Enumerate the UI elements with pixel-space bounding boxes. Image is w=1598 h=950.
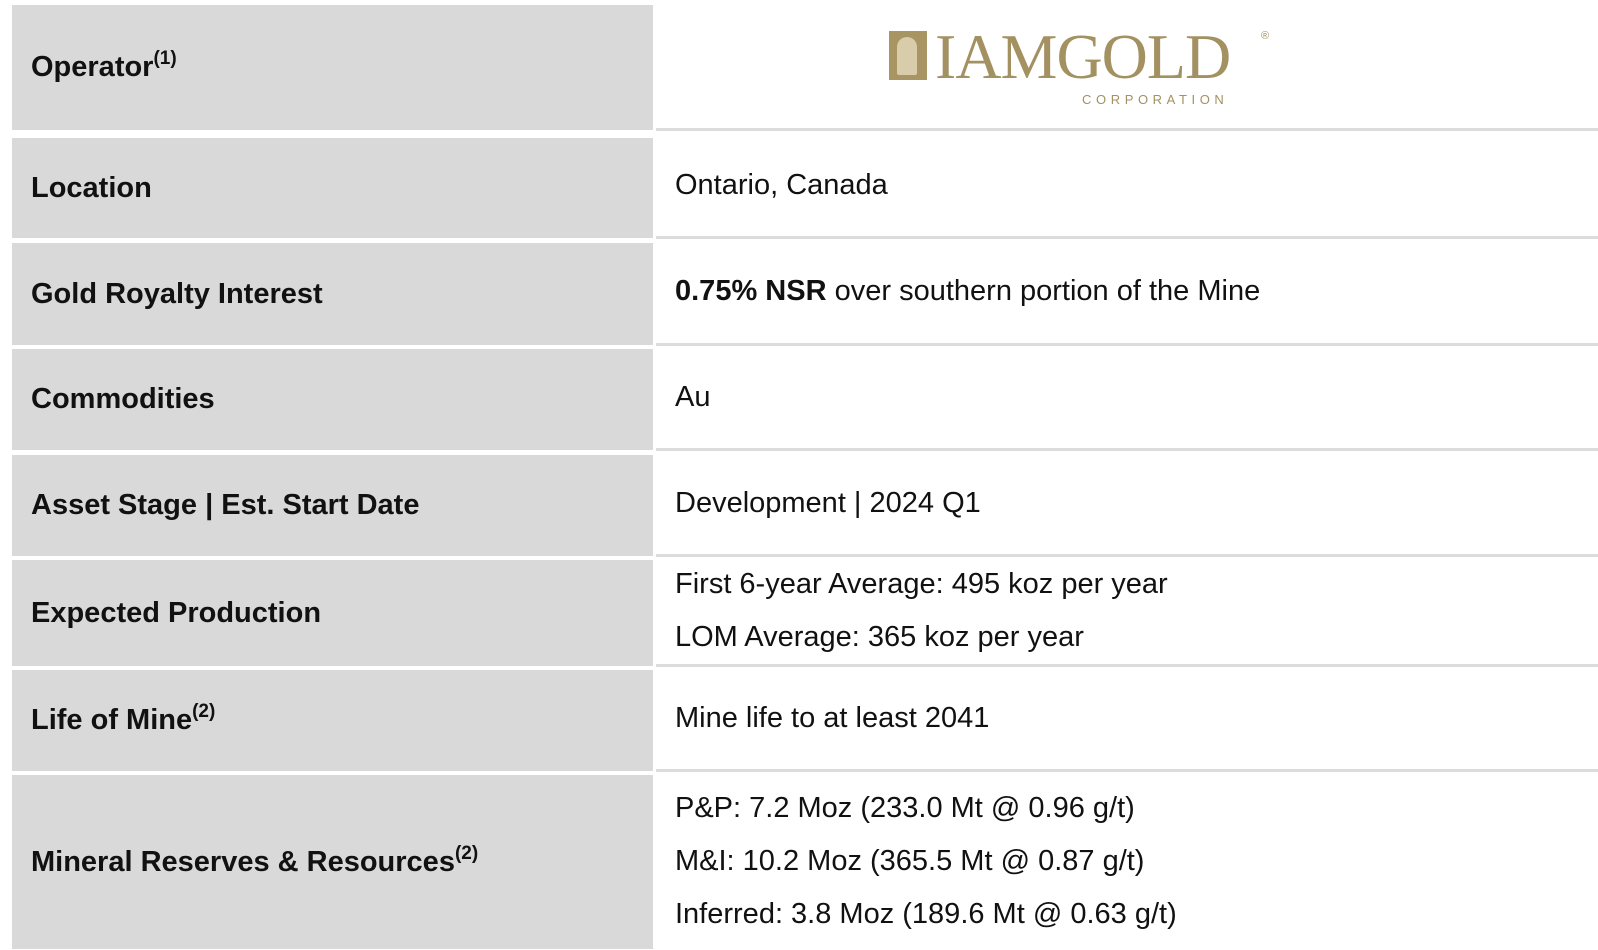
logo-name: IAMGOLD xyxy=(935,21,1231,92)
value-line: LOM Average: 365 koz per year xyxy=(675,611,1598,664)
row-label: Mineral Reserves & Resources(2) xyxy=(12,775,653,949)
row-label: Gold Royalty Interest xyxy=(12,243,653,345)
value-emphasis: 0.75% NSR xyxy=(675,275,827,307)
label-text: Gold Royalty Interest xyxy=(31,278,323,311)
row-value: Ontario, Canada xyxy=(656,135,1598,239)
footnote: (1) xyxy=(153,48,177,69)
row-value: Mine life to at least 2041 xyxy=(656,667,1598,772)
label: Location xyxy=(31,171,152,204)
value-line: Development | 2024 Q1 xyxy=(675,477,1598,530)
value-text: P&P: 7.2 Moz (233.0 Mt @ 0.96 g/t) xyxy=(675,791,1135,824)
row-label: Asset Stage | Est. Start Date xyxy=(12,455,653,556)
row-value: Development | 2024 Q1 xyxy=(656,452,1598,557)
footnote: (2) xyxy=(454,842,479,864)
value-text: First 6-year Average: 495 koz per year xyxy=(675,567,1168,600)
label: Gold Royalty Interest xyxy=(31,277,323,310)
value-line: P&P: 7.2 Moz (233.0 Mt @ 0.96 g/t) xyxy=(675,782,1598,835)
logo-subtitle: CORPORATION xyxy=(1082,92,1229,107)
row-value: 0.75% NSR over southern portion of the Mi… xyxy=(656,240,1598,346)
value-line: 0.75% NSR over southern portion of the Mi… xyxy=(675,265,1598,318)
row-value: First 6-year Average: 495 koz per year LO… xyxy=(656,557,1598,667)
value-line: First 6-year Average: 495 koz per year xyxy=(675,558,1598,611)
label: Expected Production xyxy=(31,596,322,629)
row-label: Commodities xyxy=(12,349,653,450)
label-text: Life of Mine(2) xyxy=(31,701,216,737)
label-text: Mineral Reserves & Resources(2) xyxy=(31,842,479,879)
value-text: Development | 2024 Q1 xyxy=(675,486,981,519)
label-text: Location xyxy=(31,172,152,205)
label-text: Commodities xyxy=(31,383,215,416)
value-line: Au xyxy=(675,371,1598,424)
label: Asset Stage | Est. Start Date xyxy=(31,489,420,521)
label: Mineral Reserves & Resources xyxy=(31,845,455,878)
label-text: Expected Production xyxy=(31,597,321,630)
value-text: LOM Average: 365 koz per year xyxy=(675,620,1084,653)
label: Life of Mine xyxy=(31,704,193,736)
value-text: Inferred: 3.8 Moz (189.6 Mt @ 0.63 g/t) xyxy=(675,897,1177,930)
row-value: Au xyxy=(656,346,1598,451)
value-text: Au xyxy=(675,380,711,413)
value-line: M&I: 10.2 Moz (365.5 Mt @ 0.87 g/t) xyxy=(675,835,1598,888)
value-line: Inferred: 3.8 Moz (189.6 Mt @ 0.63 g/t) xyxy=(675,888,1598,941)
logo: IAMGOLD ® CORPORATION xyxy=(889,21,1279,110)
label-text: Operator(1) xyxy=(31,48,177,84)
row-label: Operator(1) xyxy=(12,5,653,130)
logo-icon xyxy=(889,31,927,80)
row-value xyxy=(656,2,1598,131)
value-text: over southern portion of the Mine xyxy=(834,275,1261,307)
value-text: Mine life to at least 2041 xyxy=(675,701,990,734)
row-label: Location xyxy=(12,138,653,238)
logo-mark: ® xyxy=(1261,30,1270,42)
value-line: Mine life to at least 2041 xyxy=(675,692,1598,745)
footnote: (2) xyxy=(192,701,216,722)
label: Commodities xyxy=(31,383,215,415)
row-label: Life of Mine(2) xyxy=(12,670,653,771)
row-value: P&P: 7.2 Moz (233.0 Mt @ 0.96 g/t) M&I: 1… xyxy=(656,772,1598,950)
value-text: M&I: 10.2 Moz (365.5 Mt @ 0.87 g/t) xyxy=(675,844,1145,877)
row-label: Expected Production xyxy=(12,560,653,666)
label: Operator xyxy=(31,51,154,83)
value-text: Ontario, Canada xyxy=(675,169,888,201)
label-text: Asset Stage | Est. Start Date xyxy=(31,489,419,522)
value-line: Ontario, Canada xyxy=(675,159,1598,212)
